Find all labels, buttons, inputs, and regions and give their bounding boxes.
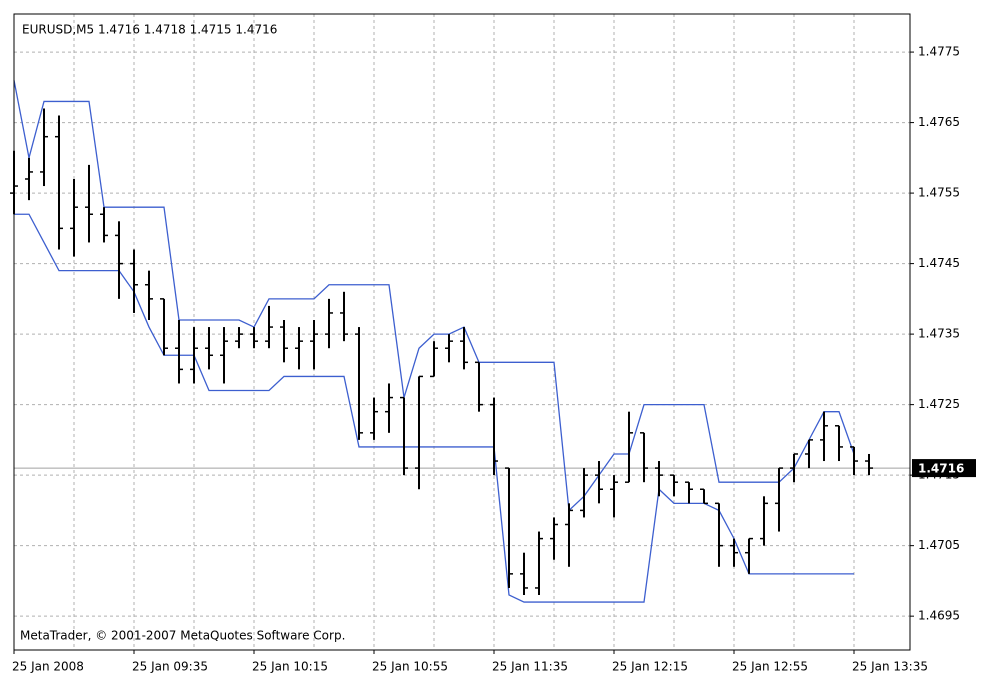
y-tick-label: 1.4775 bbox=[918, 45, 960, 59]
y-tick-label: 1.4695 bbox=[918, 609, 960, 623]
y-tick-label: 1.4745 bbox=[918, 256, 960, 270]
y-tick-label: 1.4755 bbox=[918, 186, 960, 200]
x-tick-label: 25 Jan 2008 bbox=[12, 660, 84, 674]
channel-line bbox=[14, 213, 854, 603]
y-tick-label: 1.4765 bbox=[918, 115, 960, 129]
footnote: MetaTrader, © 2001-2007 MetaQuotes Softw… bbox=[20, 629, 345, 643]
x-tick-label: 25 Jan 10:55 bbox=[372, 660, 448, 674]
chart-title: EURUSD,M5 1.4716 1.4718 1.4715 1.4716 bbox=[22, 23, 277, 37]
x-tick-label: 25 Jan 12:55 bbox=[732, 660, 808, 674]
last-price-box bbox=[912, 459, 976, 478]
x-tick-label: 25 Jan 13:35 bbox=[852, 660, 928, 674]
y-tick-label: 1.4725 bbox=[918, 397, 960, 411]
x-tick-label: 25 Jan 11:35 bbox=[492, 660, 568, 674]
x-tick-label: 25 Jan 10:15 bbox=[252, 660, 328, 674]
x-tick-label: 25 Jan 12:15 bbox=[612, 660, 688, 674]
plot-border bbox=[13, 13, 911, 651]
last-price-label: 1.4716 bbox=[918, 462, 964, 476]
channel-line bbox=[13, 80, 855, 512]
x-tick-label: 25 Jan 09:35 bbox=[132, 660, 208, 674]
y-tick-label: 1.4735 bbox=[918, 327, 960, 341]
y-tick-label: 1.4705 bbox=[918, 538, 960, 552]
